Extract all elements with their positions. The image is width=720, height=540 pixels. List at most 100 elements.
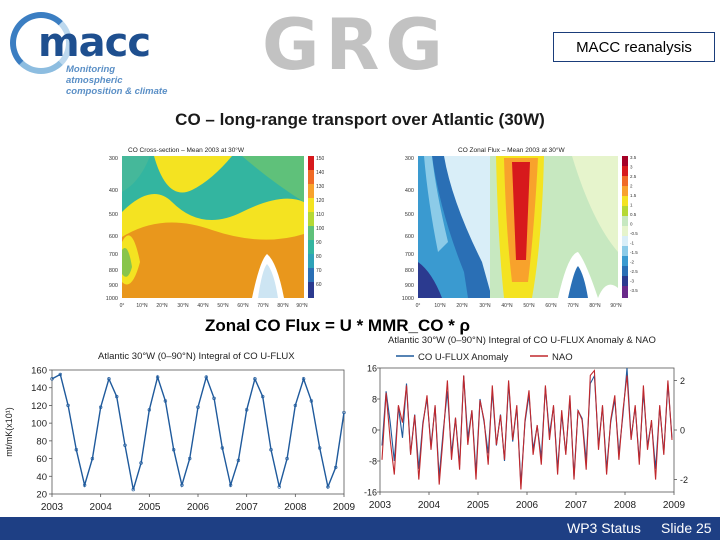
left-contour-field <box>122 156 304 298</box>
colorbar-swatch <box>622 276 628 286</box>
uflux-data-point <box>74 448 79 452</box>
colorbar-swatch <box>622 176 628 186</box>
left-y-tick: 700 <box>109 252 118 258</box>
y-right-tick-label: 2 <box>680 376 685 386</box>
uflux-data-point <box>171 448 176 452</box>
left-x-tick: 10°N <box>136 303 148 309</box>
colorbar-swatch <box>308 268 314 282</box>
left-colorbar: 150 140 130 120 110 100 90 80 70 60 <box>308 156 324 298</box>
right-y-tick: 1000 <box>402 296 414 302</box>
x-tick-label: 2006 <box>516 500 539 511</box>
x-tick-label: 2007 <box>236 502 259 513</box>
uflux-data-point <box>326 485 330 489</box>
right-y-tick: 600 <box>405 234 414 240</box>
colorbar-swatch <box>308 184 314 198</box>
left-x-axis: 0° 10°N 20°N 30°N 40°N 50°N 60°N 70°N 80… <box>120 303 308 309</box>
colorbar-swatch <box>622 196 628 206</box>
uflux-data-point <box>82 483 87 487</box>
slide-title: CO – long-range transport over Atlantic … <box>175 110 545 129</box>
flux-formula: Zonal CO Flux = U * MMR_CO * ρ <box>205 316 471 335</box>
x-tick-label: 2009 <box>333 502 356 513</box>
footer-slide-number: Slide 25 <box>661 520 712 536</box>
uflux-data-point <box>253 377 257 381</box>
colorbar-swatch <box>622 156 628 166</box>
y-axis-label: mt/mK(x10¹) <box>4 407 14 457</box>
colorbar-label: 0.5 <box>630 212 637 217</box>
right-panel-title: CO Zonal Flux – Mean 2003 at 30°W <box>458 146 566 154</box>
uflux-data-point <box>196 405 200 409</box>
x-tick-label: 2003 <box>41 502 64 513</box>
left-y-tick: 400 <box>109 188 118 194</box>
colorbar-swatch <box>308 156 314 170</box>
colorbar-label: 90 <box>316 240 322 246</box>
uflux-data-point <box>90 456 95 461</box>
left-y-tick: 800 <box>109 268 118 274</box>
colorbar-swatch <box>622 166 628 176</box>
uflux-data-point <box>228 483 233 487</box>
right-x-tick: 10°N <box>434 303 446 309</box>
colorbar-swatch <box>622 286 628 298</box>
y-tick-label: 60 <box>36 454 47 465</box>
colorbar-swatch <box>308 170 314 184</box>
y-tick-label: 120 <box>31 401 47 412</box>
uflux-data-point <box>342 410 346 415</box>
uflux-data-point <box>269 448 273 452</box>
uflux-data-point <box>98 405 103 409</box>
left-x-tick: 90°N <box>296 303 308 309</box>
right-x-tick: 0° <box>416 303 421 309</box>
y-left-tick-label: 0 <box>372 426 377 436</box>
co-cross-section-panel: CO Cross-section – Mean 2003 at 30°W 300… <box>106 146 324 309</box>
reanalysis-label-box: MACC reanalysis <box>553 32 715 62</box>
colorbar-label: 1.5 <box>630 193 637 198</box>
uflux-series-line <box>51 373 345 490</box>
right-y-axis: 300 400 500 600 700 800 900 1000 <box>402 156 414 302</box>
colorbar-swatch <box>308 212 314 226</box>
uflux-data-point <box>50 377 54 381</box>
uflux-data-point <box>155 375 160 379</box>
uflux-data-point <box>285 456 289 461</box>
colorbar-label: -1.5 <box>630 250 638 255</box>
colorbar-label: -2.5 <box>630 269 638 274</box>
x-tick-label: 2005 <box>467 500 490 511</box>
colorbar-swatch <box>622 246 628 256</box>
legend-label: CO U-FLUX Anomaly <box>418 352 509 363</box>
uflux-data-point <box>317 446 322 450</box>
left-x-tick: 80°N <box>277 303 289 309</box>
colorbar-label: -3.5 <box>630 288 638 293</box>
colorbar-swatch <box>308 240 314 254</box>
y-tick-label: 160 <box>31 366 47 377</box>
y-right-tick-label: 0 <box>680 426 685 436</box>
uflux-data-point <box>309 399 314 403</box>
x-tick-label: 2003 <box>369 500 392 511</box>
colorbar-label: 80 <box>316 254 322 260</box>
right-x-tick: 50°N <box>523 303 535 309</box>
uflux-data-point <box>139 461 143 465</box>
colorbar-label: 1 <box>630 203 633 208</box>
colorbar-label: 100 <box>316 226 324 232</box>
y-left-tick-label: 16 <box>367 364 377 374</box>
uflux-data-point <box>147 408 152 412</box>
logo-ring-icon <box>10 12 72 74</box>
uflux-data-point <box>107 377 111 381</box>
uflux-data-point <box>115 394 119 399</box>
footer-section-label: WP3 Status <box>567 520 641 536</box>
uflux-data-point <box>188 456 192 461</box>
right-colorbar: 3.5 3 2.5 2 1.5 1 0.5 0 -0.5 -1 -1.5 -2 … <box>622 155 638 298</box>
uflux-data-point <box>66 403 70 408</box>
right-y-tick: 800 <box>405 268 414 274</box>
colorbar-label: -2 <box>630 260 634 265</box>
right-x-tick: 60°N <box>545 303 557 309</box>
x-tick-label: 2009 <box>663 500 686 511</box>
y-tick-label: 20 <box>36 490 47 501</box>
uflux-data-point <box>180 483 184 487</box>
colorbar-label: 60 <box>316 282 322 288</box>
uflux-data-point <box>301 377 306 381</box>
colorbar-label: 110 <box>316 212 324 218</box>
right-contour-field <box>418 156 618 298</box>
colorbar-swatch <box>308 226 314 240</box>
left-x-tick: 20°N <box>156 303 168 309</box>
uflux-data-point <box>277 485 281 489</box>
uflux-data-point <box>261 394 265 399</box>
logo-tagline-line-1: Monitoring atmospheric <box>66 64 123 86</box>
uflux-data-point <box>123 443 127 447</box>
